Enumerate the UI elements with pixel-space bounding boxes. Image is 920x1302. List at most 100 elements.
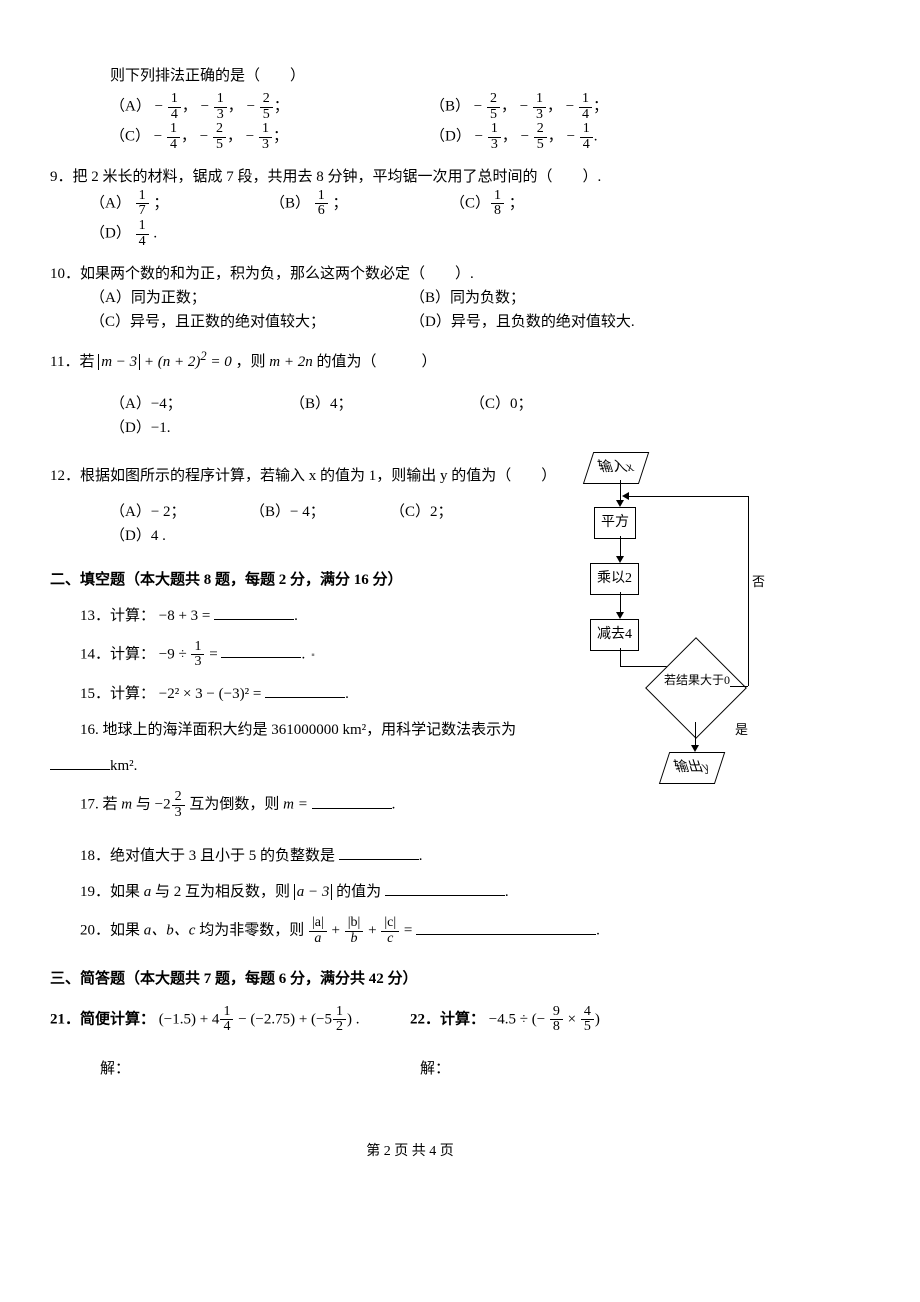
tail: .: [294, 608, 298, 624]
den: 4: [167, 138, 180, 153]
pre: −4.5 ÷ (−: [489, 1011, 549, 1027]
q16: 16. 地球上的海洋面积大约是 361000000 km²，用科学记数法表示为: [50, 718, 550, 742]
sep: .: [594, 129, 598, 145]
q8-opt-d: （D） − 13， − 25， − 14.: [430, 122, 730, 152]
flow-decision-label: 若结果大于0: [652, 674, 742, 688]
q10-stem: 10．如果两个数的和为正，积为负，那么这两个数必定（ ）.: [50, 262, 770, 286]
q8-opt-a: （A） − 14， − 13， − 25；: [110, 92, 410, 122]
num: 1: [259, 122, 272, 138]
pre: −9 ÷: [159, 646, 191, 662]
den: 5: [260, 108, 273, 123]
den: 5: [487, 108, 500, 123]
blank[interactable]: [385, 880, 505, 896]
label: 22．计算：: [410, 1011, 485, 1027]
den: 7: [136, 204, 149, 219]
neg: −: [247, 99, 259, 115]
tail: .: [153, 226, 157, 242]
q9-stem: 9．把 2 米长的材料，锯成 7 段，共用去 8 分钟，平均锯一次用了总时间的（…: [50, 165, 770, 189]
flow-output: 输出y: [659, 752, 726, 784]
section3-head: 三、简答题（本大题共 7 题，每题 6 分，满分共 42 分）: [50, 967, 770, 991]
den: 3: [214, 108, 227, 123]
q11-opt-a: （A）−4；: [110, 392, 260, 416]
blank[interactable]: [214, 604, 294, 620]
mid: ×: [564, 1011, 580, 1027]
num: 2: [172, 790, 185, 806]
arrow: [620, 480, 621, 502]
var: m + 2n: [269, 354, 312, 370]
post: 的值为（ ）: [317, 354, 437, 370]
num: 1: [136, 219, 149, 235]
num: |b|: [345, 916, 364, 932]
neg: −: [521, 129, 533, 145]
unit: km².: [110, 758, 137, 774]
num: 1: [167, 122, 180, 138]
sep: ，: [228, 99, 243, 115]
tail: .: [505, 884, 509, 900]
sep: ；: [274, 99, 289, 115]
num: 1: [579, 92, 592, 108]
blank[interactable]: [221, 642, 301, 658]
den: 8: [491, 204, 504, 219]
q10-opt-a: （A）同为正数；: [90, 286, 390, 310]
neg: −: [474, 99, 486, 115]
tail: ；: [153, 195, 168, 211]
den: 4: [168, 108, 181, 123]
num: 1: [214, 92, 227, 108]
num: 1: [580, 122, 593, 138]
label: （C）: [450, 195, 490, 211]
q10-opt-c: （C）异号，且正数的绝对值较大；: [90, 310, 390, 334]
label: 14．计算：: [80, 646, 155, 662]
den: 4: [136, 235, 149, 250]
blank[interactable]: [312, 793, 392, 809]
blank[interactable]: [416, 919, 596, 935]
den: 4: [580, 138, 593, 153]
tail: ；: [333, 195, 348, 211]
tail: ) .: [347, 1011, 360, 1027]
num: |a|: [309, 916, 327, 932]
q20: 20．如果 a、b、c 均为非零数，则 |a|a + |b|b + |c|c =…: [50, 916, 770, 946]
tail: ；: [509, 195, 524, 211]
abs: m − 3: [98, 354, 140, 370]
label: 15．计算：: [80, 686, 155, 702]
pre: 17. 若: [80, 797, 121, 813]
mid: 与: [132, 797, 155, 813]
arrowhead-down-icon: [616, 556, 624, 563]
q21: 21．简便计算： (−1.5) + 414 − (−2.75) + (−512)…: [50, 1005, 410, 1081]
mid: 与 2 互为相反数，则: [151, 884, 294, 900]
sep: ，: [501, 99, 516, 115]
arrow: [695, 722, 696, 747]
flow-yes-label: 是: [735, 720, 748, 741]
q9-opt-c: （C）18 ；: [450, 189, 600, 219]
sep: ，: [502, 129, 517, 145]
num: 1: [136, 189, 149, 205]
q8-options-row1: （A） − 14， − 13， − 25； （B） − 25， − 13， − …: [50, 92, 770, 122]
flow-input: 输入x: [583, 452, 650, 484]
q11-opt-d: （D）−1.: [110, 416, 260, 440]
den: 3: [191, 655, 204, 670]
den: c: [381, 932, 399, 947]
flow-step2: 乘以2: [590, 563, 639, 595]
arrow: [730, 686, 748, 687]
flow-no-label: 否: [752, 572, 765, 593]
den: 8: [550, 1020, 563, 1035]
var: m: [121, 797, 132, 813]
blank[interactable]: [50, 754, 110, 770]
plus: +: [328, 923, 344, 939]
q8-stem: 则下列排法正确的是（ ）: [50, 64, 770, 88]
blank[interactable]: [339, 844, 419, 860]
page-footer: 第 2 页 共 4 页: [50, 1141, 770, 1163]
mid: − (−2.75) + (−5: [234, 1011, 332, 1027]
q10-opt-b: （B）同为负数；: [410, 286, 710, 310]
label: 18．绝对值大于 3 且小于 5 的负整数是: [80, 848, 335, 864]
label: （B）: [430, 99, 470, 115]
neg: −: [200, 129, 212, 145]
label: （A）: [110, 99, 151, 115]
label: （A）: [90, 195, 131, 211]
watermark-icon: ▪: [311, 650, 315, 661]
arrow: [748, 496, 749, 686]
plus: +: [364, 923, 380, 939]
blank[interactable]: [265, 682, 345, 698]
neg: −: [567, 129, 579, 145]
num: 2: [534, 122, 547, 138]
mid2: 的值为: [332, 884, 381, 900]
